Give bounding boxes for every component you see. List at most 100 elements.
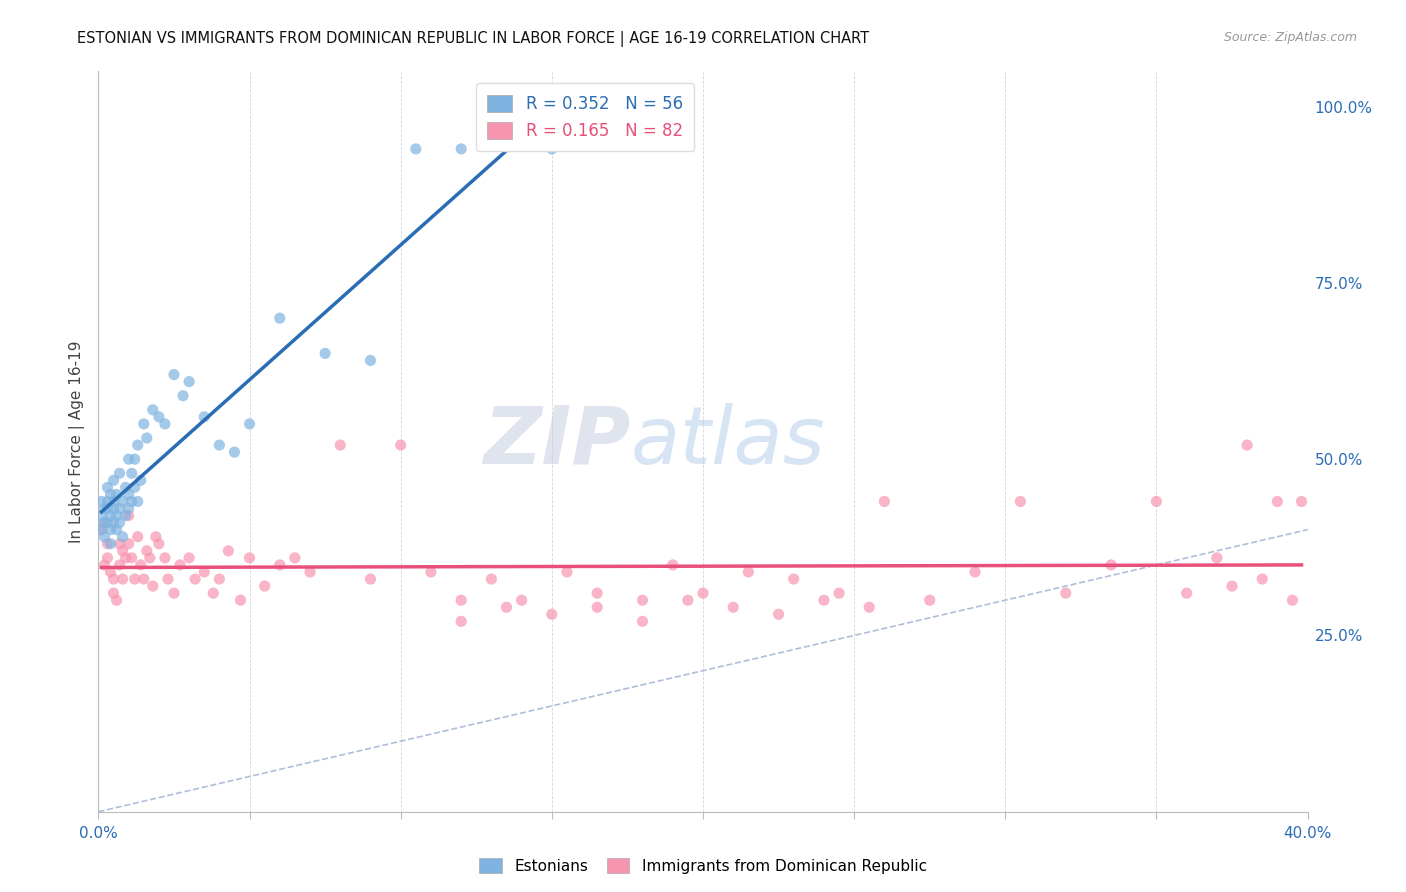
Point — [229, 593, 252, 607]
Point — [540, 142, 562, 156]
Point — [269, 311, 291, 326]
Point — [1099, 558, 1122, 572]
Point — [495, 600, 517, 615]
Point — [96, 494, 118, 508]
Point — [208, 572, 231, 586]
Point — [1291, 494, 1313, 508]
Point — [510, 593, 533, 607]
Point — [100, 523, 122, 537]
Point — [768, 607, 790, 622]
Point — [828, 586, 851, 600]
Point — [360, 572, 382, 586]
Point — [90, 508, 112, 523]
Point — [202, 586, 225, 600]
Text: Source: ZipAtlas.com: Source: ZipAtlas.com — [1223, 31, 1357, 45]
Point — [153, 550, 176, 565]
Point — [284, 550, 307, 565]
Point — [217, 544, 239, 558]
Point — [96, 537, 118, 551]
Point — [1054, 586, 1077, 600]
Point — [118, 452, 141, 467]
Legend: R = 0.352   N = 56, R = 0.165   N = 82: R = 0.352 N = 56, R = 0.165 N = 82 — [475, 83, 695, 152]
Point — [132, 572, 155, 586]
Point — [118, 487, 141, 501]
Point — [1220, 579, 1243, 593]
Point — [153, 417, 176, 431]
Point — [163, 586, 186, 600]
Text: atlas: atlas — [630, 402, 825, 481]
Point — [1010, 494, 1032, 508]
Point — [193, 565, 215, 579]
Y-axis label: In Labor Force | Age 16-19: In Labor Force | Age 16-19 — [69, 340, 84, 543]
Point — [103, 516, 125, 530]
Point — [1267, 494, 1289, 508]
Point — [481, 572, 503, 586]
Point — [918, 593, 941, 607]
Point — [253, 579, 276, 593]
Point — [148, 409, 170, 424]
Point — [676, 593, 699, 607]
Point — [965, 565, 987, 579]
Point — [100, 508, 122, 523]
Point — [145, 530, 167, 544]
Point — [269, 558, 291, 572]
Point — [114, 508, 136, 523]
Point — [100, 565, 122, 579]
Point — [586, 586, 609, 600]
Point — [450, 142, 472, 156]
Point — [661, 558, 683, 572]
Point — [142, 579, 165, 593]
Point — [224, 445, 246, 459]
Point — [121, 494, 143, 508]
Point — [124, 480, 146, 494]
Point — [723, 600, 745, 615]
Point — [96, 501, 118, 516]
Point — [360, 353, 382, 368]
Point — [93, 558, 115, 572]
Point — [813, 593, 835, 607]
Point — [299, 565, 322, 579]
Point — [111, 544, 134, 558]
Point — [692, 586, 714, 600]
Point — [105, 593, 128, 607]
Point — [129, 473, 152, 487]
Point — [124, 572, 146, 586]
Point — [93, 501, 115, 516]
Point — [105, 523, 128, 537]
Point — [127, 494, 149, 508]
Legend: Estonians, Immigrants from Dominican Republic: Estonians, Immigrants from Dominican Rep… — [472, 852, 934, 880]
Point — [127, 438, 149, 452]
Point — [239, 550, 262, 565]
Point — [329, 438, 352, 452]
Point — [135, 431, 157, 445]
Point — [135, 544, 157, 558]
Point — [420, 565, 443, 579]
Point — [118, 508, 141, 523]
Point — [96, 480, 118, 494]
Point — [450, 615, 472, 629]
Point — [108, 558, 131, 572]
Point — [163, 368, 186, 382]
Point — [121, 550, 143, 565]
Point — [108, 516, 131, 530]
Point — [389, 438, 412, 452]
Point — [93, 516, 115, 530]
Point — [169, 558, 191, 572]
Point — [139, 550, 162, 565]
Point — [96, 550, 118, 565]
Point — [90, 494, 112, 508]
Point — [1236, 438, 1258, 452]
Point — [184, 572, 207, 586]
Point — [142, 402, 165, 417]
Point — [105, 487, 128, 501]
Point — [314, 346, 336, 360]
Point — [121, 467, 143, 481]
Point — [129, 558, 152, 572]
Point — [105, 508, 128, 523]
Point — [108, 467, 131, 481]
Point — [90, 523, 112, 537]
Point — [148, 537, 170, 551]
Point — [111, 530, 134, 544]
Point — [450, 593, 472, 607]
Point — [90, 523, 112, 537]
